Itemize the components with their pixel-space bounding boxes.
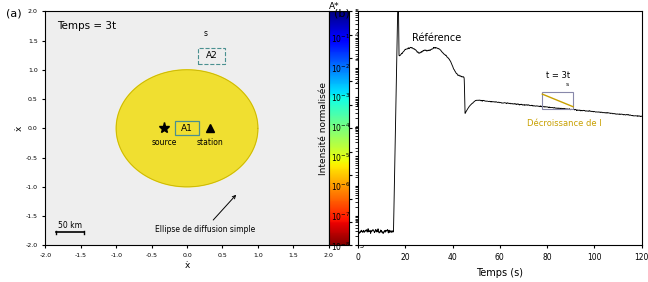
Text: Référence: Référence [413, 33, 462, 43]
Text: Décroissance de I: Décroissance de I [527, 119, 602, 128]
Text: (a): (a) [6, 8, 22, 18]
Bar [198, 48, 226, 64]
Y-axis label: Intensité normalisée: Intensité normalisée [319, 82, 329, 175]
Text: s: s [204, 29, 208, 38]
Text: A2: A2 [206, 51, 218, 60]
Text: Temps = 3t: Temps = 3t [56, 21, 116, 31]
Bar [542, 92, 573, 109]
Text: A*: A* [329, 1, 340, 10]
X-axis label: ẋ: ẋ [184, 261, 190, 270]
Bar [175, 121, 199, 135]
Text: 50 km: 50 km [58, 221, 82, 230]
Text: s: s [566, 82, 569, 87]
Polygon shape [116, 70, 258, 187]
X-axis label: Temps (s): Temps (s) [476, 268, 524, 277]
Text: A1: A1 [181, 124, 193, 133]
Text: t = 3t: t = 3t [546, 71, 570, 80]
Text: station: station [196, 138, 223, 147]
Text: (b): (b) [334, 8, 349, 18]
Text: source: source [152, 138, 177, 147]
Text: Ellipse de diffusion simple: Ellipse de diffusion simple [155, 195, 255, 234]
Y-axis label: ẋ: ẋ [15, 125, 24, 131]
